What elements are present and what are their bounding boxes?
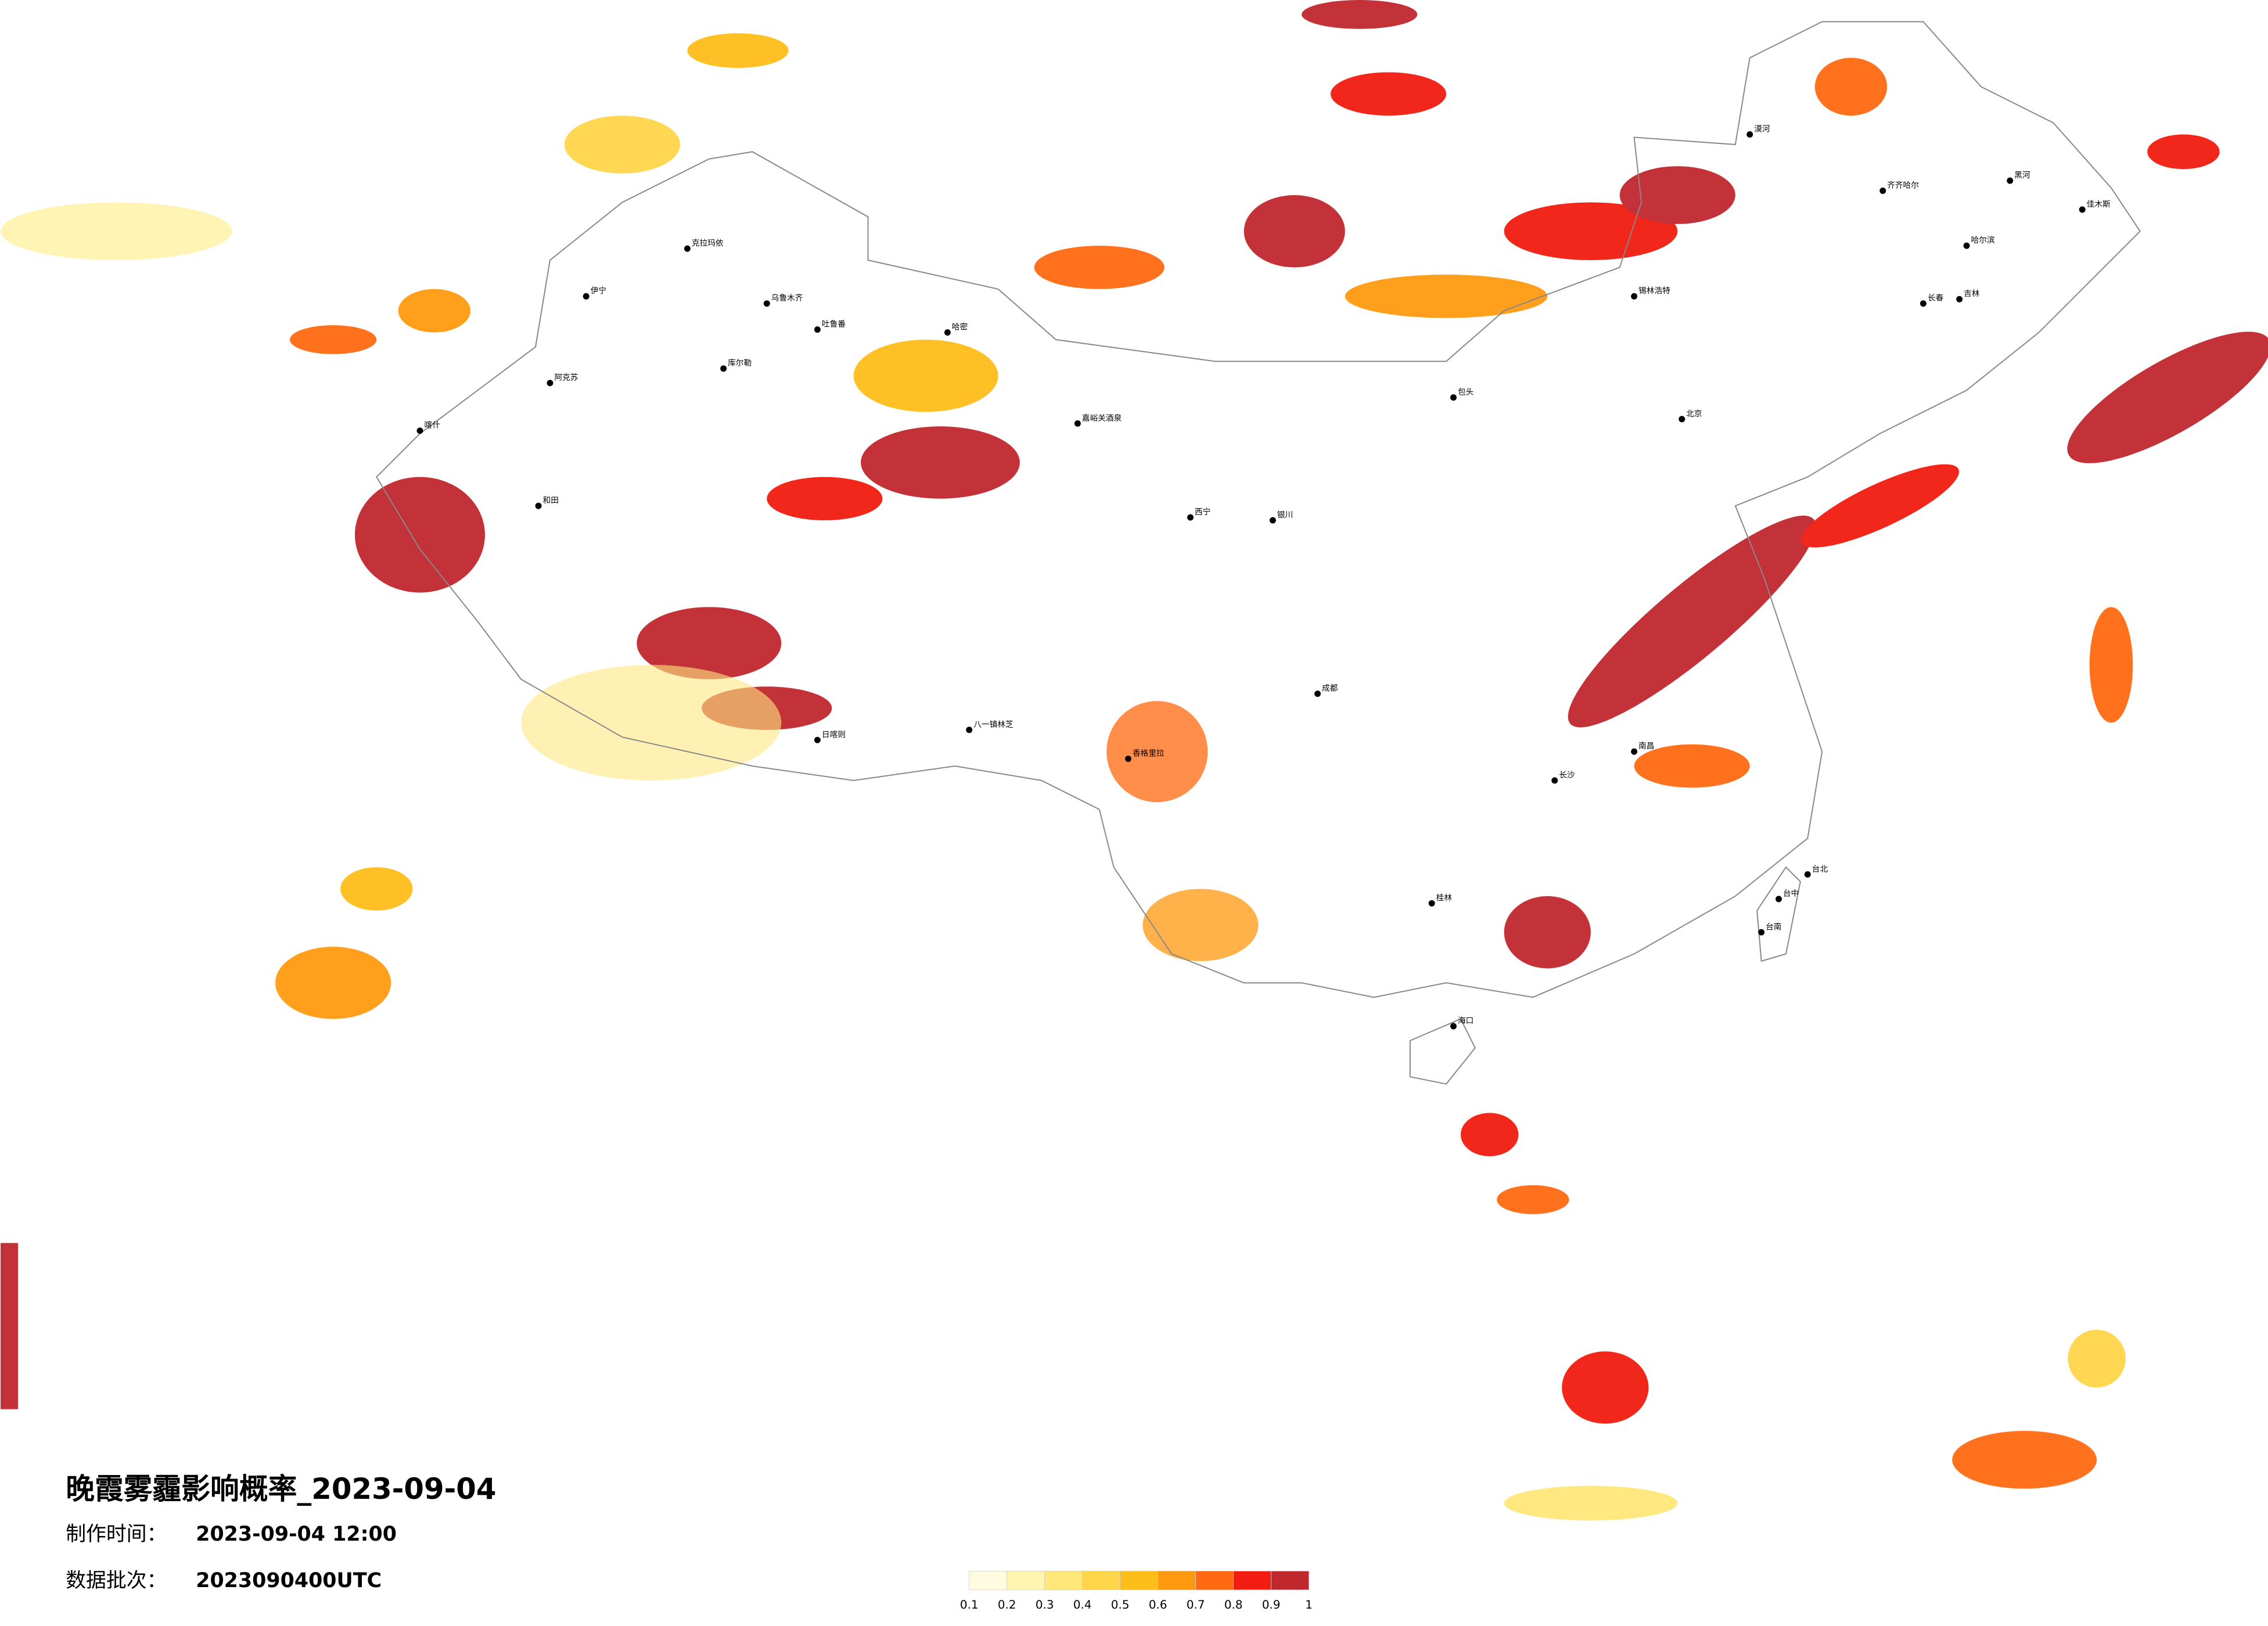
city-dot [1746,131,1753,138]
city-dot [1631,748,1638,755]
legend-swatch [1271,1571,1310,1591]
city-dot [1956,296,1963,303]
city-dot [1775,895,1782,902]
city-label: 日喀则 [822,730,846,739]
haze-field [1,0,2268,1521]
legend-tick-label: 1 [1305,1598,1313,1611]
city-dot [944,329,951,336]
city-label: 吉林 [1964,289,1980,298]
city-label: 台北 [1812,865,1828,874]
city-label: 和田 [543,496,559,505]
legend-tick-label: 0.9 [1262,1598,1281,1611]
title: 晚霞雾霾影响概率_2023-09-04 [66,1472,496,1506]
legend-swatch [1233,1571,1272,1591]
produced-value: 2023-09-04 12:00 [196,1523,397,1546]
city-label: 长沙 [1559,771,1575,780]
city-dot [2007,177,2014,184]
city-label: 哈尔滨 [1971,236,1995,245]
city-dot [1678,416,1685,423]
city-dot [684,245,691,252]
city-label: 南昌 [1638,742,1654,751]
city-label: 银川 [1277,510,1293,520]
city-dot [1269,517,1276,524]
city-dot [1920,300,1926,307]
city-dot [535,502,542,509]
city-label: 长春 [1928,294,1944,303]
border [376,21,2141,998]
city-label: 齐齐哈尔 [1887,181,1919,190]
city-dot [1631,293,1638,300]
legend-swatch [1120,1571,1159,1591]
legend-tick-label: 0.2 [998,1598,1016,1611]
city-label: 锡林浩特 [1638,286,1670,296]
hainan [1409,1018,1476,1085]
city-dot [1879,188,1886,195]
batch-value: 2023090400UTC [196,1569,382,1592]
city-dot [1450,394,1457,401]
legend-swatch [1044,1571,1083,1591]
city-dot [1450,1023,1457,1030]
city-dot [814,326,821,333]
city-dot [1187,514,1194,521]
city-dot [416,427,423,434]
city-label: 桂林 [1436,894,1453,903]
legend-tick-label: 0.5 [1111,1598,1130,1611]
city-dot [1758,929,1765,936]
city-label: 台南 [1766,922,1781,931]
city-dot [2079,206,2086,213]
city-label: 海口 [1458,1016,1473,1026]
city-label: 香格里拉 [1133,749,1164,758]
legend-tick-label: 0.6 [1149,1598,1167,1611]
city-dot [1963,242,1970,249]
city-dot [814,736,821,743]
city-dot [966,726,973,733]
city-dot [1551,777,1558,784]
legend-swatch [1082,1571,1121,1591]
city-label: 嘉峪关酒泉 [1082,413,1122,423]
city-label: 台中 [1783,889,1799,898]
city-dot [1804,871,1811,878]
city-dot [763,300,770,307]
legend-tick-label: 0.3 [1036,1598,1054,1611]
city-label: 阿克苏 [554,373,578,383]
city-label: 喀什 [424,421,440,430]
city-label: 佳木斯 [2087,200,2111,209]
legend-tick-label: 0.7 [1187,1598,1205,1611]
city-label: 成都 [1322,684,1338,693]
city-label: 包头 [1458,387,1473,397]
produced-label: 制作时间： [66,1523,167,1546]
legend-swatch [969,1571,1008,1591]
city-label: 西宁 [1195,507,1210,517]
city-dot [583,293,590,300]
city-label: 漠河 [1754,124,1770,134]
legend-tick-label: 0.1 [960,1598,979,1611]
batch-label: 数据批次： [66,1569,167,1592]
city-label: 伊宁 [591,286,606,296]
city-label: 吐鲁番 [822,319,846,329]
legend: 0.1 0.2 0.3 0.4 0.5 0.6 0.7 0.8 0.9 1 [960,1571,1313,1611]
legend-swatch [1007,1571,1045,1591]
city-dot [1074,420,1081,427]
city-label: 哈密 [952,322,968,332]
city-dot [1314,690,1321,697]
city-dot [547,380,553,387]
city-label: 乌鲁木齐 [771,294,803,303]
city-label: 黑河 [2014,171,2030,180]
city-label: 克拉玛依 [692,239,724,248]
taiwan [1756,866,1801,962]
legend-tick-label: 0.4 [1073,1598,1092,1611]
city-label: 八一镇林芝 [973,720,1013,729]
legend-swatch [1158,1571,1196,1591]
city-label: 库尔勒 [728,359,752,368]
city-dot [1428,900,1435,907]
city-dot [1125,756,1132,762]
city-dot [720,365,727,372]
legend-swatch [1195,1571,1234,1591]
legend-tick-label: 0.8 [1224,1598,1243,1611]
city-label: 北京 [1686,409,1702,419]
